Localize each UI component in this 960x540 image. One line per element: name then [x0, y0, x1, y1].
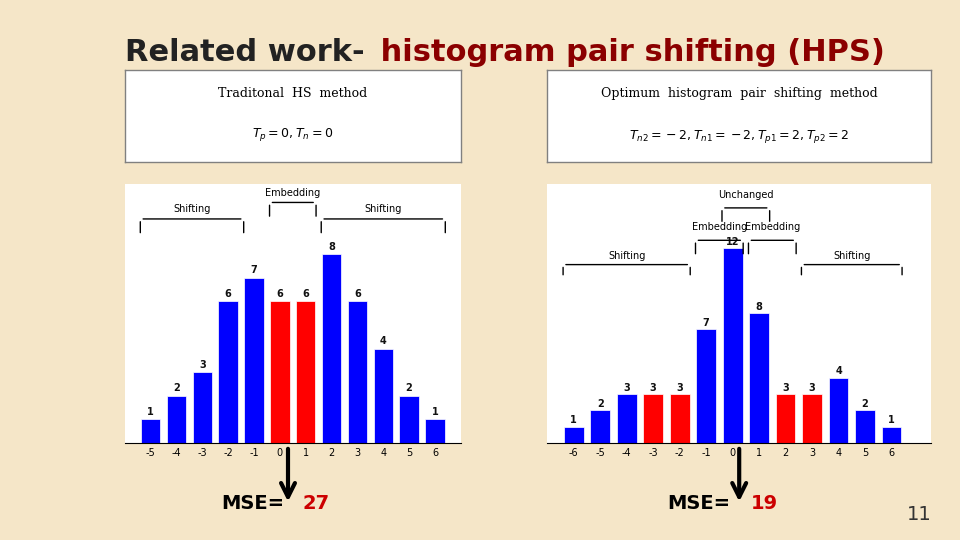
Text: 4: 4	[380, 336, 387, 346]
Text: 3: 3	[623, 382, 630, 393]
Text: 2: 2	[406, 383, 413, 393]
Text: 7: 7	[703, 318, 709, 328]
Bar	[803, 394, 822, 443]
Text: Embedding: Embedding	[745, 222, 800, 232]
Bar	[348, 301, 367, 443]
Text: 6: 6	[276, 289, 283, 299]
Text: 3: 3	[676, 382, 683, 393]
Text: 7: 7	[251, 266, 257, 275]
Bar	[590, 410, 611, 443]
Text: $T_{n2}=-2, T_{n1}=-2, T_{p1}=2, T_{p2}=2$: $T_{n2}=-2, T_{n1}=-2, T_{p1}=2, T_{p2}=…	[629, 128, 850, 145]
Bar	[564, 427, 584, 443]
Text: Traditonal  HS  method: Traditonal HS method	[218, 86, 368, 100]
Bar	[696, 329, 716, 443]
Text: 1: 1	[147, 407, 154, 417]
Bar	[373, 348, 393, 443]
Bar	[245, 278, 264, 443]
Text: 8: 8	[328, 242, 335, 252]
Text: $T_p = 0, T_n = 0$: $T_p = 0, T_n = 0$	[252, 126, 333, 143]
Bar	[296, 301, 316, 443]
Bar	[322, 254, 341, 443]
Bar	[425, 419, 444, 443]
Text: 27: 27	[302, 494, 329, 513]
Bar	[399, 396, 419, 443]
Bar	[723, 248, 742, 443]
Text: 2: 2	[173, 383, 180, 393]
Bar	[749, 313, 769, 443]
Text: Embedding: Embedding	[265, 188, 321, 198]
Text: 6: 6	[302, 289, 309, 299]
Text: 3: 3	[650, 382, 657, 393]
Text: 2: 2	[597, 399, 604, 409]
Text: 1: 1	[432, 407, 439, 417]
Bar	[643, 394, 663, 443]
Bar	[141, 419, 160, 443]
Text: Shifting: Shifting	[174, 204, 210, 214]
Text: MSE=: MSE=	[667, 494, 731, 513]
Text: 4: 4	[835, 366, 842, 376]
Text: Shifting: Shifting	[608, 251, 645, 261]
Bar	[828, 378, 849, 443]
Text: Embedding: Embedding	[692, 222, 747, 232]
Bar	[670, 394, 689, 443]
Text: 19: 19	[751, 494, 778, 513]
Bar	[219, 301, 238, 443]
Text: 12: 12	[726, 237, 739, 247]
Text: 3: 3	[199, 360, 205, 370]
Text: Optimum  histogram  pair  shifting  method: Optimum histogram pair shifting method	[601, 86, 877, 100]
Text: 1: 1	[570, 415, 577, 425]
Text: Related work-: Related work-	[125, 38, 365, 67]
Text: MSE=: MSE=	[221, 494, 284, 513]
Text: histogram pair shifting (HPS): histogram pair shifting (HPS)	[370, 38, 884, 67]
Text: 3: 3	[782, 382, 789, 393]
Text: Shifting: Shifting	[833, 251, 871, 261]
Text: Unchanged: Unchanged	[718, 190, 774, 200]
Bar	[616, 394, 636, 443]
Bar	[855, 410, 875, 443]
Text: 6: 6	[354, 289, 361, 299]
Bar	[270, 301, 290, 443]
Text: 3: 3	[808, 382, 815, 393]
Text: 2: 2	[862, 399, 869, 409]
Text: Shifting: Shifting	[365, 204, 402, 214]
Bar	[193, 372, 212, 443]
Text: 1: 1	[888, 415, 895, 425]
Text: 11: 11	[906, 505, 931, 524]
Text: 6: 6	[225, 289, 231, 299]
Bar	[881, 427, 901, 443]
Bar	[167, 396, 186, 443]
Bar	[776, 394, 796, 443]
Text: 8: 8	[756, 301, 762, 312]
